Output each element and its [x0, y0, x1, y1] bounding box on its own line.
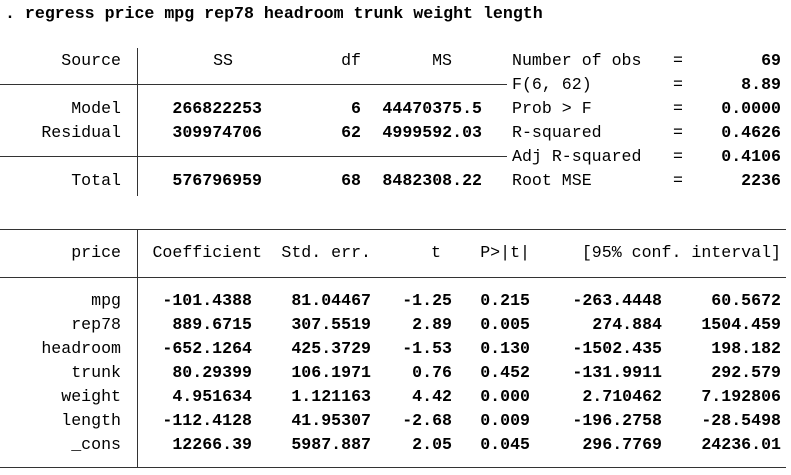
stat-value: 69 — [761, 51, 781, 70]
cell: 60.5672 — [711, 291, 781, 310]
column-header: df — [341, 51, 361, 70]
cell: 2.710462 — [582, 387, 662, 406]
equals-sign: = — [673, 171, 683, 190]
cell: 2.89 — [412, 315, 452, 334]
cell: -1.53 — [402, 339, 452, 358]
cell: 7.192806 — [701, 387, 781, 406]
cell: 274.884 — [592, 315, 662, 334]
cell: 41.95307 — [291, 411, 371, 430]
rule — [0, 277, 786, 278]
equals-sign: = — [673, 75, 683, 94]
stat-value: 0.4106 — [721, 147, 781, 166]
stat-label: Prob > F — [512, 99, 592, 118]
cell: 0.215 — [480, 291, 530, 310]
row-label: _cons — [71, 435, 121, 454]
cell: 8482308.22 — [382, 171, 482, 190]
cell: 0.76 — [412, 363, 452, 382]
cell: 307.5519 — [291, 315, 371, 334]
column-header: Source — [61, 51, 121, 70]
stat-label: Number of obs — [512, 51, 642, 70]
row-label: rep78 — [71, 315, 121, 334]
stat-value: 2236 — [741, 171, 781, 190]
cell: 62 — [341, 123, 361, 142]
stat-value: 8.89 — [741, 75, 781, 94]
cell: 80.29399 — [172, 363, 252, 382]
rule — [0, 229, 786, 230]
cell: 266822253 — [172, 99, 262, 118]
rule — [137, 48, 138, 196]
cell: 106.1971 — [291, 363, 371, 382]
stat-label: Root MSE — [512, 171, 592, 190]
cell: 0.009 — [480, 411, 530, 430]
command: . regress price mpg rep78 headroom trunk… — [5, 4, 543, 23]
cell: 0.005 — [480, 315, 530, 334]
column-header: Coefficient — [152, 243, 262, 262]
stat-label: R-squared — [512, 123, 602, 142]
row-label: Model — [71, 99, 121, 118]
stat-label: Adj R-squared — [512, 147, 642, 166]
row-label: Residual — [41, 123, 121, 142]
cell: 4.951634 — [172, 387, 252, 406]
cell: -112.4128 — [162, 411, 252, 430]
cell: 1.121163 — [291, 387, 371, 406]
cell: -1.25 — [402, 291, 452, 310]
cell: 4.42 — [412, 387, 452, 406]
cell: -196.2758 — [572, 411, 662, 430]
cell: 1504.459 — [701, 315, 781, 334]
cell: 81.04467 — [291, 291, 371, 310]
stat-value: 0.4626 — [721, 123, 781, 142]
cell: 425.3729 — [291, 339, 371, 358]
column-header: SS — [213, 51, 233, 70]
cell: -101.4388 — [162, 291, 252, 310]
rule — [137, 229, 138, 467]
stat-value: 0.0000 — [721, 99, 781, 118]
cell: 576796959 — [172, 171, 262, 190]
row-label: length — [61, 411, 121, 430]
cell: -263.4448 — [572, 291, 662, 310]
cell: -28.5498 — [701, 411, 781, 430]
row-label: weight — [61, 387, 121, 406]
cell: 0.045 — [480, 435, 530, 454]
cell: 4999592.03 — [382, 123, 482, 142]
cell: 44470375.5 — [382, 99, 482, 118]
column-header: [95% conf. interval] — [581, 243, 781, 262]
equals-sign: = — [673, 147, 683, 166]
cell: 68 — [341, 171, 361, 190]
cell: 198.182 — [711, 339, 781, 358]
stat-label: F(6, 62) — [512, 75, 592, 94]
rule — [0, 156, 507, 157]
rule — [0, 84, 507, 85]
cell: 292.579 — [711, 363, 781, 382]
row-label: headroom — [41, 339, 121, 358]
cell: 2.05 — [412, 435, 452, 454]
cell: 309974706 — [172, 123, 262, 142]
row-label: mpg — [91, 291, 121, 310]
cell: -131.9911 — [572, 363, 662, 382]
cell: 296.7769 — [582, 435, 662, 454]
rule — [0, 467, 786, 468]
column-header: MS — [432, 51, 452, 70]
cell: 0.452 — [480, 363, 530, 382]
cell: 0.000 — [480, 387, 530, 406]
column-header: Std. err. — [281, 243, 371, 262]
cell: 12266.39 — [172, 435, 252, 454]
cell: -652.1264 — [162, 339, 252, 358]
column-header: P>|t| — [480, 243, 530, 262]
equals-sign: = — [673, 51, 683, 70]
cell: 24236.01 — [701, 435, 781, 454]
row-label: trunk — [71, 363, 121, 382]
equals-sign: = — [673, 123, 683, 142]
cell: -1502.435 — [572, 339, 662, 358]
cell: -2.68 — [402, 411, 452, 430]
row-label: Total — [71, 171, 121, 190]
column-header: price — [71, 243, 121, 262]
equals-sign: = — [673, 99, 683, 118]
cell: 5987.887 — [291, 435, 371, 454]
cell: 889.6715 — [172, 315, 252, 334]
cell: 6 — [351, 99, 361, 118]
column-header: t — [431, 243, 441, 262]
cell: 0.130 — [480, 339, 530, 358]
